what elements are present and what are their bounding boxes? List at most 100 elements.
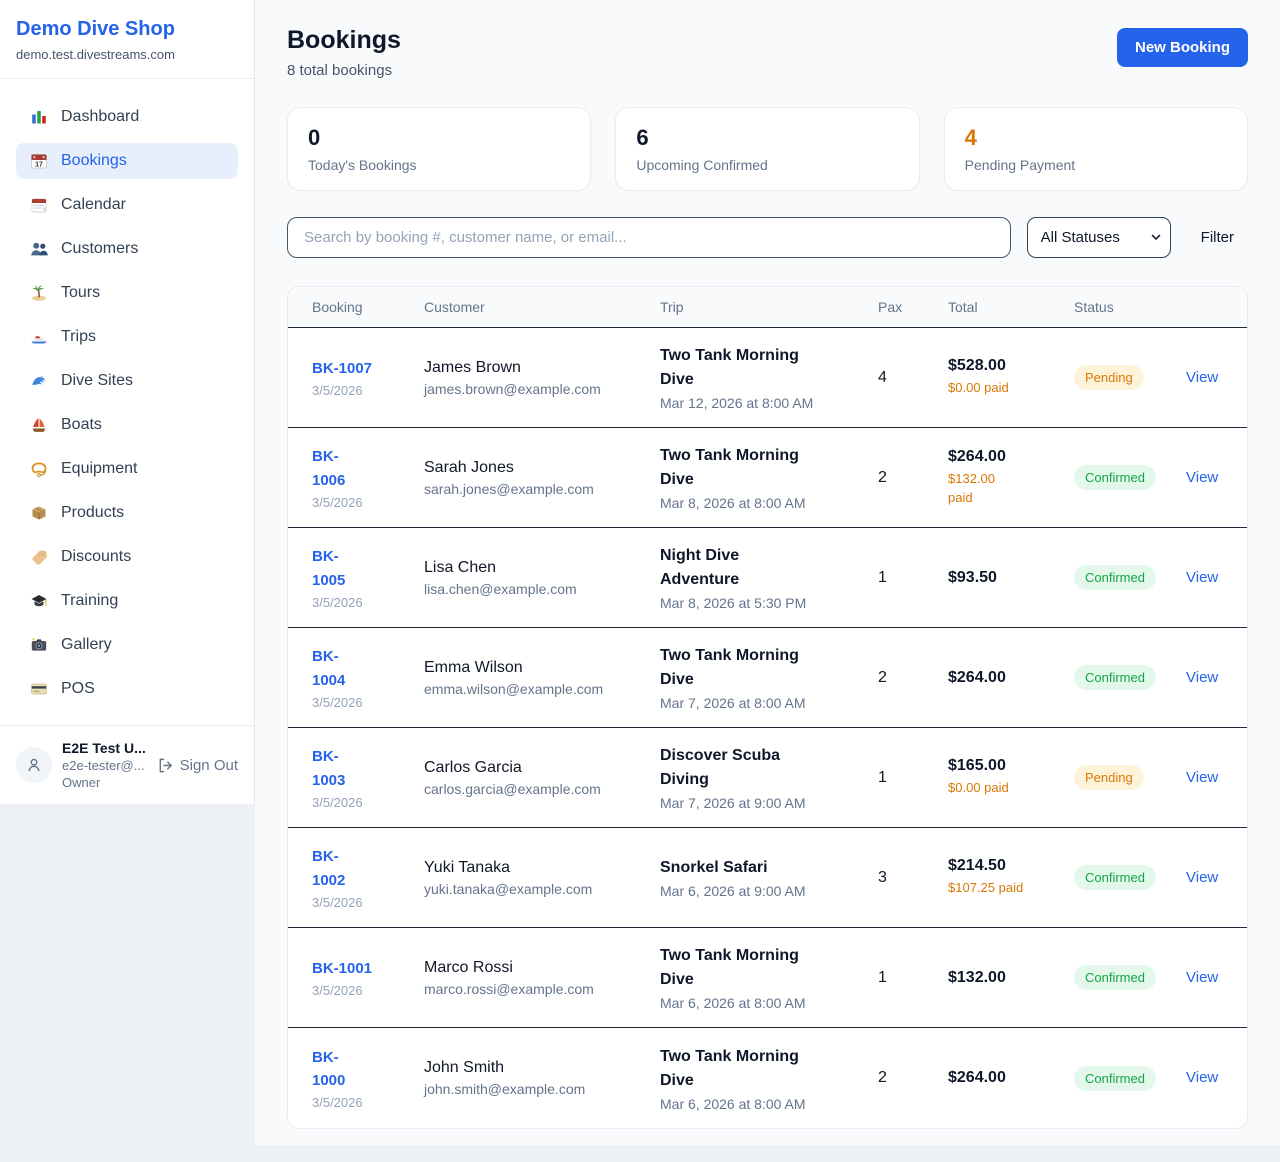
sidebar-item-equipment[interactable]: Equipment <box>16 451 238 487</box>
sidebar-item-pos[interactable]: POS <box>16 671 238 707</box>
sidebar-item-label: Dive Sites <box>61 372 134 389</box>
user-role: Owner <box>62 775 101 790</box>
sidebar-item-boats[interactable]: Boats <box>16 407 238 443</box>
sidebar-item-label: Gallery <box>61 636 112 653</box>
status-select-wrap: All Statuses <box>1026 217 1171 258</box>
sidebar-item-customers[interactable]: Customers <box>16 231 238 267</box>
dive-sites-icon <box>30 372 48 390</box>
booking-id-link[interactable]: BK-1006 <box>312 448 346 489</box>
booking-date: 3/5/2026 <box>312 983 363 999</box>
status-select[interactable]: All Statuses <box>1026 217 1171 258</box>
bookings-icon: 17 <box>30 152 48 170</box>
total-amount: $264.00 <box>948 1069 1006 1086</box>
sidebar-item-dashboard[interactable]: Dashboard <box>16 99 238 135</box>
booking-date: 3/5/2026 <box>312 383 363 399</box>
booking-id-link[interactable]: BK-1004 <box>312 648 346 689</box>
sidebar-item-tours[interactable]: Tours <box>16 275 238 311</box>
sidebar-nav: Dashboard 17 Bookings Calendar Customers Tour… <box>0 79 254 725</box>
trip-name: Two Tank Morning Dive <box>660 447 799 488</box>
pax-value: 1 <box>878 568 887 586</box>
view-link[interactable]: View <box>1186 868 1219 886</box>
stat-card: 4 Pending Payment <box>943 107 1248 191</box>
new-booking-button[interactable]: New Booking <box>1116 28 1248 67</box>
view-link[interactable]: View <box>1186 968 1219 986</box>
table-row: BK-1004 3/5/2026 Emma Wilson emma.wilson@ex… <box>288 628 1247 728</box>
sidebar-item-label: Calendar <box>61 196 126 213</box>
user-email: e2e-tester@... <box>62 758 145 773</box>
sidebar-item-label: Training <box>61 592 119 609</box>
trip-datetime: Mar 7, 2026 at 9:00 AM <box>660 795 806 811</box>
total-amount: $264.00 <box>948 668 1006 686</box>
view-link[interactable]: View <box>1186 368 1219 386</box>
total-amount: $264.00 <box>948 448 1006 466</box>
trip-datetime: Mar 6, 2026 at 9:00 AM <box>660 883 806 899</box>
sidebar-item-trips[interactable]: Trips <box>16 319 238 355</box>
paid-amount: $0.00 paid <box>948 780 1009 796</box>
sidebar-item-label: Bookings <box>61 152 127 169</box>
view-link[interactable]: View <box>1186 668 1219 686</box>
sidebar-item-label: POS <box>61 680 95 697</box>
booking-id-link[interactable]: BK-1005 <box>312 548 346 589</box>
view-link[interactable]: View <box>1186 768 1219 786</box>
table-row: BK-1007 3/5/2026 James Brown james.brown@ex… <box>288 328 1247 428</box>
sidebar-item-training[interactable]: Training <box>16 583 238 619</box>
booking-id-link[interactable]: BK-1001 <box>312 959 373 977</box>
bookings-table: Booking Customer Trip Pax Total Status BK-100… <box>287 286 1248 1129</box>
trip-datetime: Mar 12, 2026 at 8:00 AM <box>660 395 814 411</box>
search-input[interactable] <box>287 217 1011 258</box>
page-title-block: Bookings 8 total bookings <box>287 26 401 79</box>
discounts-icon <box>30 548 48 566</box>
stat-card: 0 Today's Bookings <box>287 107 592 191</box>
svg-text:17: 17 <box>35 161 43 168</box>
view-link[interactable]: View <box>1186 1069 1219 1086</box>
booking-id-link[interactable]: BK-1007 <box>312 359 373 377</box>
table-row: BK-1002 3/5/2026 Yuki Tanaka yuki.tanaka@ex… <box>288 828 1247 928</box>
sidebar-item-calendar[interactable]: Calendar <box>16 187 238 223</box>
filter-button[interactable]: Filter <box>1187 229 1248 246</box>
trip-name: Discover Scuba Diving <box>660 747 781 788</box>
sidebar: Demo Dive Shop demo.test.divestreams.com… <box>0 0 255 804</box>
table-row: BK-1000 3/5/2026 John Smith john.smith@exam… <box>288 1028 1247 1128</box>
trip-name: Snorkel Safari <box>660 859 768 876</box>
view-link[interactable]: View <box>1186 468 1219 486</box>
filter-row: All Statuses Filter <box>287 217 1248 258</box>
booking-date: 3/5/2026 <box>312 894 363 910</box>
sidebar-item-dive-sites[interactable]: Dive Sites <box>16 363 238 399</box>
person-icon <box>25 756 43 774</box>
total-amount: $528.00 <box>948 357 1006 375</box>
sign-out-button[interactable]: Sign Out <box>157 757 238 774</box>
stat-card: 6 Upcoming Confirmed <box>615 107 920 191</box>
column-header: Pax <box>878 299 903 315</box>
bookings-count: 8 total bookings <box>287 62 393 79</box>
brand-name[interactable]: Demo Dive Shop <box>16 18 175 40</box>
user-info: E2E Test U... e2e-tester@... Owner <box>62 740 147 790</box>
trip-datetime: Mar 6, 2026 at 8:00 AM <box>660 1095 806 1112</box>
booking-date: 3/5/2026 <box>312 794 363 810</box>
stats-cards: 0 Today's Bookings 6 Upcoming Confirmed 4 Pen… <box>287 107 1248 191</box>
page-title: Bookings <box>287 26 401 54</box>
status-badge: Confirmed <box>1074 465 1156 490</box>
customer-name: Sarah Jones <box>424 458 514 476</box>
booking-id-link[interactable]: BK-1000 <box>312 1048 346 1089</box>
avatar <box>16 747 52 783</box>
user-section: E2E Test U... e2e-tester@... Owner Sign … <box>0 725 254 804</box>
booking-date: 3/5/2026 <box>312 494 363 510</box>
sidebar-item-discounts[interactable]: Discounts <box>16 539 238 575</box>
brand-domain: demo.test.divestreams.com <box>16 47 175 62</box>
table-row: BK-1006 3/5/2026 Sarah Jones sarah.jones@ex… <box>288 428 1247 528</box>
customer-email: lisa.chen@example.com <box>424 580 577 597</box>
booking-id-link[interactable]: BK-1002 <box>312 848 346 889</box>
customer-name: Lisa Chen <box>424 558 497 576</box>
status-badge: Confirmed <box>1074 565 1156 590</box>
sidebar-item-label: Tours <box>61 284 101 301</box>
customer-name: James Brown <box>424 358 521 376</box>
trip-name: Two Tank Morning Dive <box>660 947 799 988</box>
sidebar-item-gallery[interactable]: Gallery <box>16 627 238 663</box>
tours-icon <box>30 284 48 302</box>
sidebar-item-bookings[interactable]: 17 Bookings <box>16 143 238 179</box>
view-link[interactable]: View <box>1186 568 1219 586</box>
sidebar-item-products[interactable]: Products <box>16 495 238 531</box>
booking-id-link[interactable]: BK-1003 <box>312 748 346 789</box>
total-amount: $214.50 <box>948 857 1006 875</box>
trip-name: Two Tank Morning Dive <box>660 347 799 388</box>
